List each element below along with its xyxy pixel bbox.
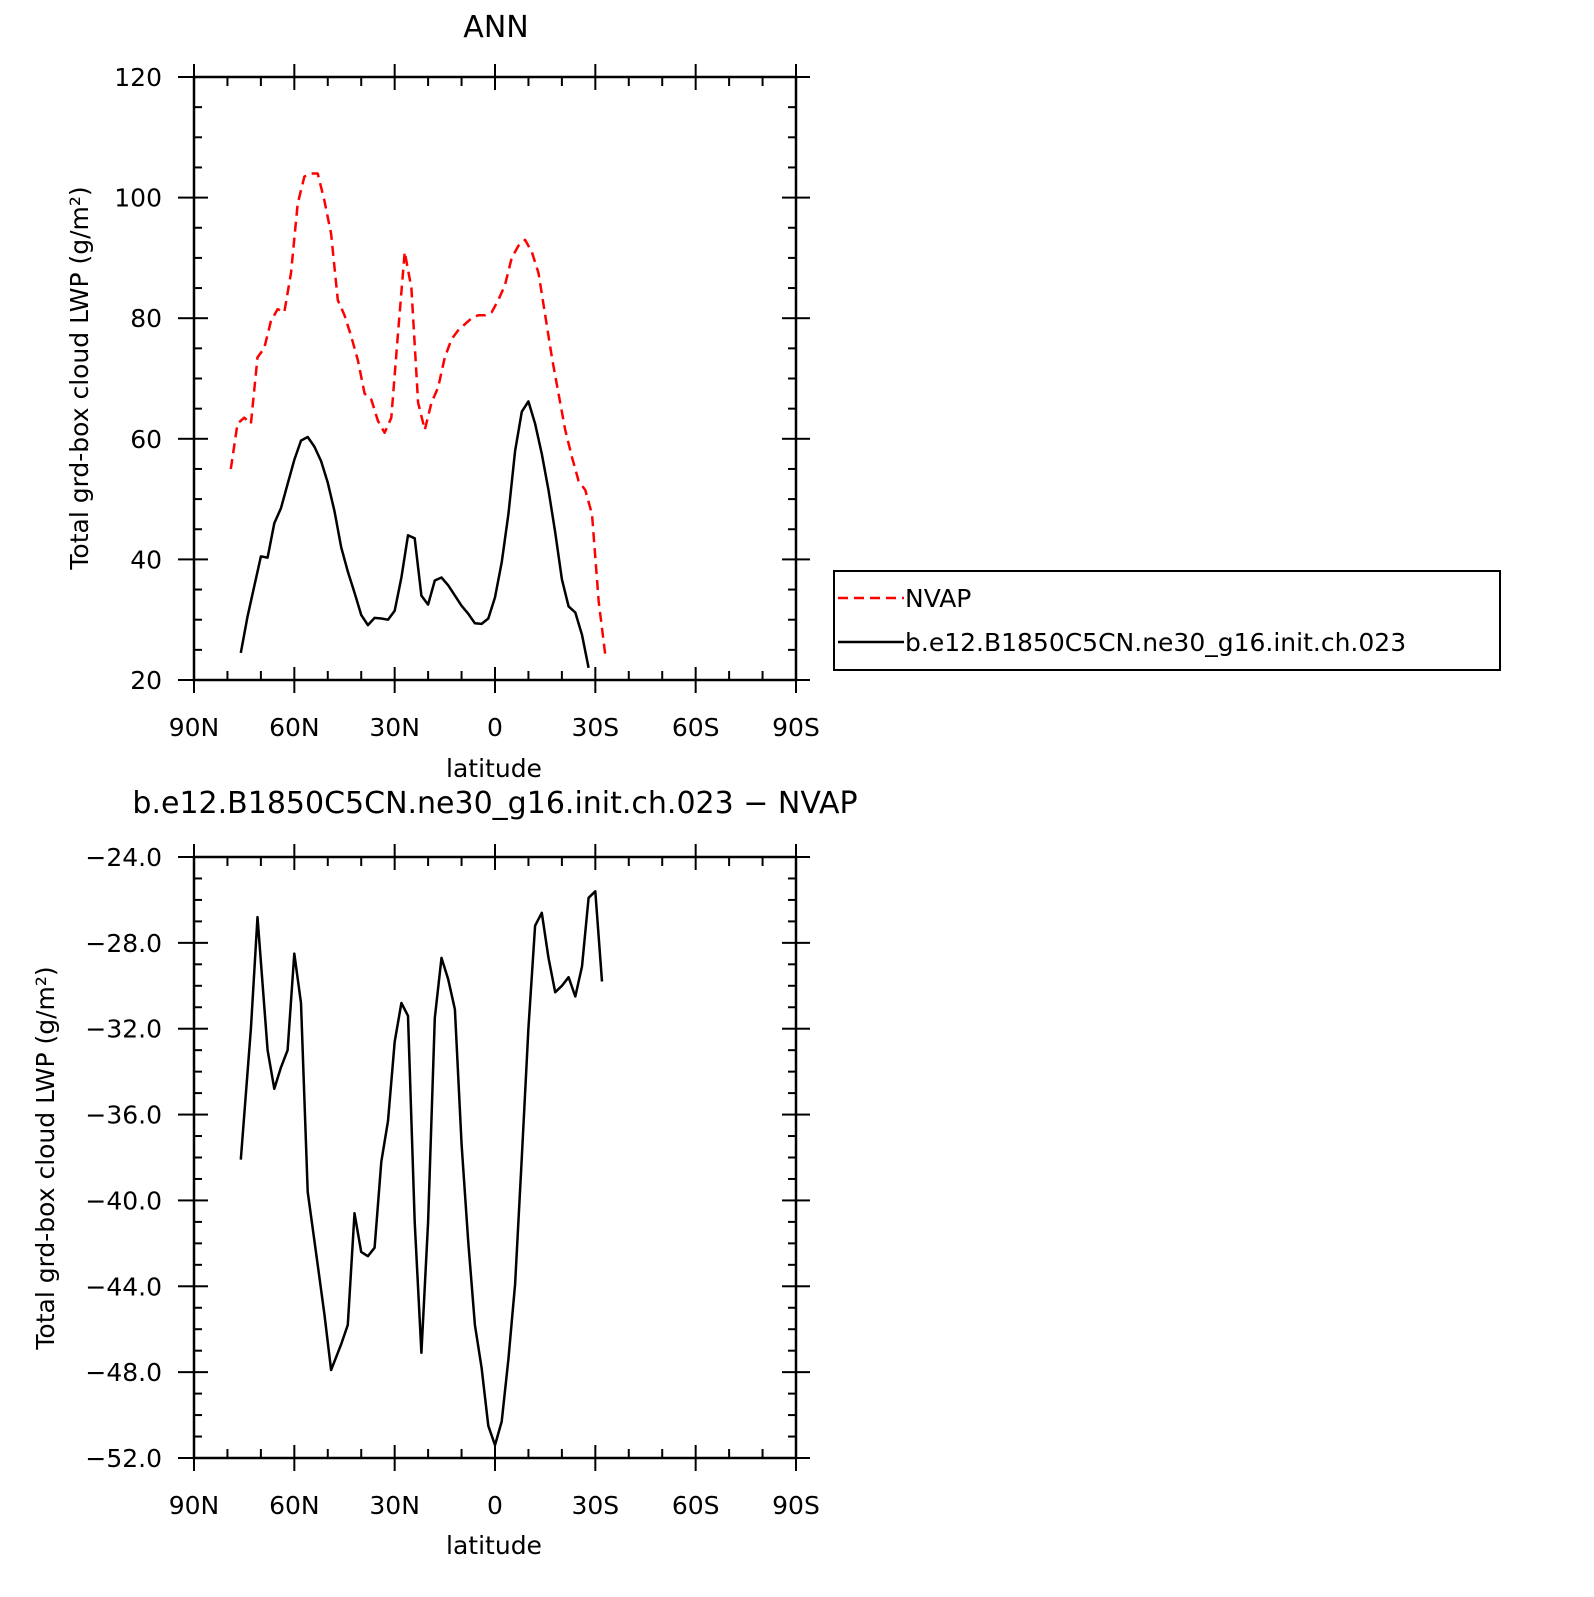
chart-title: b.e12.B1850C5CN.ne30_g16.init.ch.023 − N…: [132, 786, 857, 821]
y-tick-labels: 20 40 60 80 100 120: [114, 63, 162, 695]
chart-panel-annual: ANN 90N 60N 30N 0 30S 60S 90S 20 40 60 80 100 120 l…: [65, 10, 820, 783]
x-tick-label: 30S: [571, 713, 619, 742]
y-tick-label: −32.0: [85, 1015, 162, 1044]
series-lines: [229, 172, 607, 669]
x-tick-label: 90N: [169, 1491, 220, 1520]
x-tick-label: 30S: [571, 1491, 619, 1520]
y-tick-label: −44.0: [85, 1272, 162, 1301]
series-line-1: [239, 400, 590, 669]
x-tick-labels: 90N 60N 30N 0 30S 60S 90S: [169, 713, 820, 742]
x-tick-label: 0: [487, 713, 503, 742]
y-tick-label: −28.0: [85, 929, 162, 958]
chart-title: ANN: [463, 10, 528, 45]
y-tick-label: 40: [130, 545, 162, 574]
y-axis-label: Total grd-box cloud LWP (g/m²): [31, 966, 60, 1350]
legend-label-model: b.e12.B1850C5CN.ne30_g16.init.ch.023: [905, 628, 1406, 657]
y-tick-label: 120: [114, 63, 162, 92]
y-tick-label: −24.0: [85, 843, 162, 872]
tick-marks: [178, 844, 810, 1471]
chart-panel-difference: b.e12.B1850C5CN.ne30_g16.init.ch.023 − N…: [31, 786, 858, 1560]
legend-box: [833, 570, 1501, 671]
series-lines: [239, 890, 604, 1447]
y-tick-label: −40.0: [85, 1186, 162, 1215]
y-tick-label: −36.0: [85, 1101, 162, 1130]
x-tick-label: 60S: [672, 1491, 720, 1520]
plot-frame: [192, 75, 798, 682]
y-tick-label: 80: [130, 304, 162, 333]
x-tick-label: 30N: [369, 1491, 420, 1520]
y-tick-label: −48.0: [85, 1358, 162, 1387]
x-tick-label: 90S: [772, 713, 820, 742]
series-line-0: [239, 890, 604, 1447]
x-tick-labels: 90N 60N 30N 0 30S 60S 90S: [169, 1491, 820, 1520]
x-tick-label: 60N: [269, 713, 320, 742]
x-tick-label: 0: [487, 1491, 503, 1520]
y-tick-label: 100: [114, 184, 162, 213]
x-axis-label: latitude: [446, 1531, 542, 1560]
x-axis-label: latitude: [446, 754, 542, 783]
y-tick-label: 20: [130, 666, 162, 695]
legend-label-nvap: NVAP: [905, 584, 971, 613]
y-axis-label: Total grd-box cloud LWP (g/m²): [65, 186, 94, 570]
x-tick-label: 60S: [672, 713, 720, 742]
x-tick-label: 90N: [169, 713, 220, 742]
legend: NVAP b.e12.B1850C5CN.ne30_g16.init.ch.02…: [833, 570, 1501, 671]
x-tick-label: 30N: [369, 713, 420, 742]
plot-frame: [192, 855, 798, 1460]
series-line-0: [229, 172, 607, 657]
x-tick-label: 90S: [772, 1491, 820, 1520]
y-tick-label: 60: [130, 425, 162, 454]
x-tick-label: 60N: [269, 1491, 320, 1520]
y-tick-label: −52.0: [85, 1444, 162, 1473]
y-tick-labels: −52.0 −48.0 −44.0 −40.0 −36.0 −32.0 −28.0 −24.0: [85, 843, 162, 1473]
